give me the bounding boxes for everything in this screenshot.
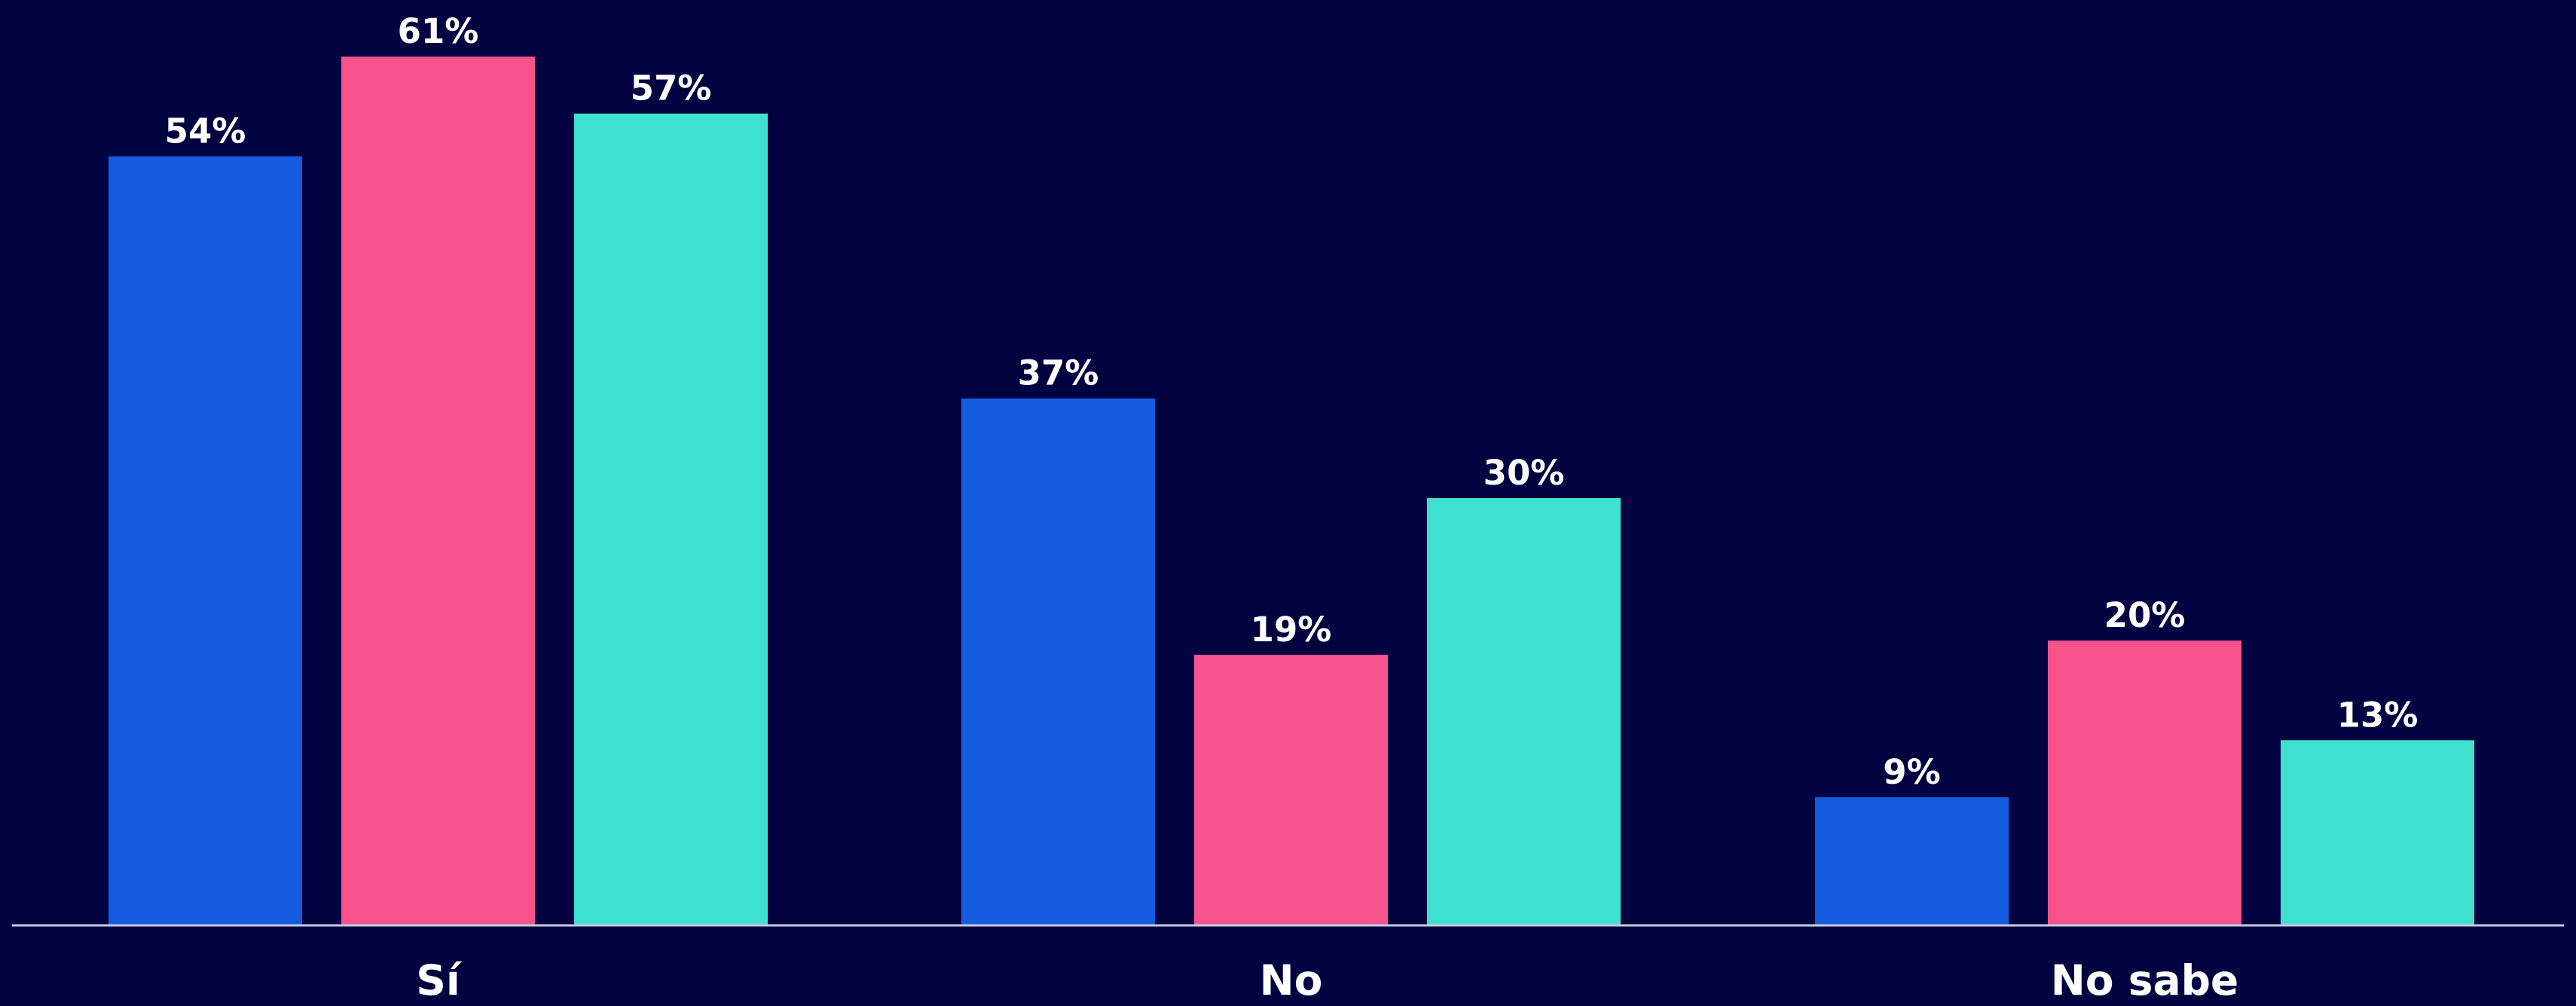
bar-1-3 bbox=[574, 113, 768, 926]
data-label-3-1: 9% bbox=[1883, 752, 1940, 792]
bar-3-1 bbox=[1815, 797, 2009, 925]
labels-layer: 54% 61% 57% Sí 37% 19% 30% No 9% 20% 13% No sabe bbox=[165, 11, 2419, 1004]
bar-1-1 bbox=[108, 156, 302, 925]
data-label-3-2: 20% bbox=[2104, 595, 2186, 635]
category-label-3: No sabe bbox=[2051, 956, 2239, 1002]
data-label-3-3: 13% bbox=[2337, 695, 2419, 735]
data-label-1-2: 61% bbox=[398, 11, 479, 51]
data-label-1-3: 57% bbox=[631, 69, 712, 109]
bar-3-2 bbox=[2048, 641, 2241, 925]
data-label-1-1: 54% bbox=[165, 111, 246, 151]
bar-2-2 bbox=[1194, 654, 1388, 925]
bars-layer bbox=[108, 57, 2474, 926]
category-label-1: Sí bbox=[416, 956, 463, 1002]
bar-2-3 bbox=[1427, 498, 1621, 925]
bar-1-2 bbox=[341, 57, 535, 926]
bar-2-1 bbox=[961, 398, 1155, 925]
data-label-2-2: 19% bbox=[1251, 610, 1332, 650]
data-label-2-1: 37% bbox=[1018, 353, 1099, 393]
category-label-2: No bbox=[1260, 956, 1323, 1002]
data-label-2-3: 30% bbox=[1484, 453, 1565, 493]
bar-3-3 bbox=[2281, 740, 2474, 925]
